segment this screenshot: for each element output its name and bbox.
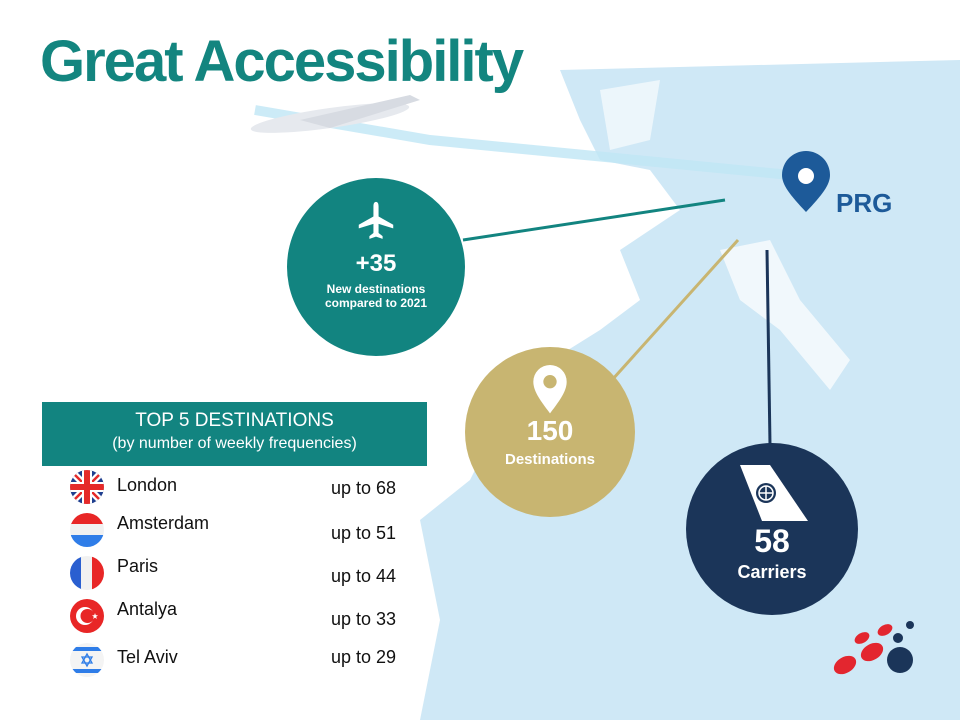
stat-value: 150 (526, 415, 574, 446)
city-name: Tel Aviv (117, 647, 178, 667)
stat-label: Destinations (504, 451, 595, 468)
airplane-icon (358, 201, 394, 239)
panel-heading: TOP 5 DESTINATIONS (135, 410, 334, 431)
airport-code: PRG (836, 188, 893, 218)
france-flag-icon (70, 556, 104, 590)
netherlands-flag-icon (70, 513, 104, 547)
list-item: Amsterdam up to 51 (70, 513, 400, 547)
city-name: Paris (117, 556, 159, 576)
panel-subheading: (by number of weekly frequencies) (112, 435, 357, 452)
stat-value: 58 (754, 523, 790, 559)
turkey-flag-icon (70, 599, 104, 633)
airline-tail-icon (740, 465, 808, 521)
city-name: Amsterdam (117, 513, 210, 533)
destinations-stat: 150 Destinations (465, 347, 635, 517)
frequency-value: up to 51 (330, 523, 396, 543)
city-name: Antalya (117, 599, 178, 619)
map-pin-icon (533, 365, 567, 414)
stat-label: Carriers (737, 562, 807, 582)
company-logo (833, 621, 914, 675)
frequency-value: up to 68 (330, 478, 396, 498)
location-pin-icon (782, 151, 830, 212)
list-item: Tel Aviv up to 29 (70, 643, 400, 677)
list-item: London up to 68 (70, 470, 400, 504)
stat-label: New destinations compared to 2021 (324, 282, 428, 310)
airplane-image (250, 95, 420, 133)
israel-flag-icon (70, 643, 104, 677)
city-name: London (117, 475, 178, 495)
top-destinations-header: TOP 5 DESTINATIONS (by number of weekly … (42, 402, 427, 466)
carriers-stat: 58 Carriers (686, 443, 858, 615)
frequency-value: up to 33 (330, 609, 396, 629)
frequency-value: up to 29 (330, 647, 396, 667)
list-item: Paris up to 44 (70, 556, 400, 590)
list-item: Antalya up to 33 (70, 599, 400, 633)
page-title: Great Accessibility (40, 29, 524, 94)
uk-flag-icon (70, 470, 104, 504)
stat-value: +35 (355, 250, 397, 277)
frequency-value: up to 44 (330, 566, 396, 586)
new-destinations-stat: +35 New destinations compared to 2021 (287, 178, 465, 356)
